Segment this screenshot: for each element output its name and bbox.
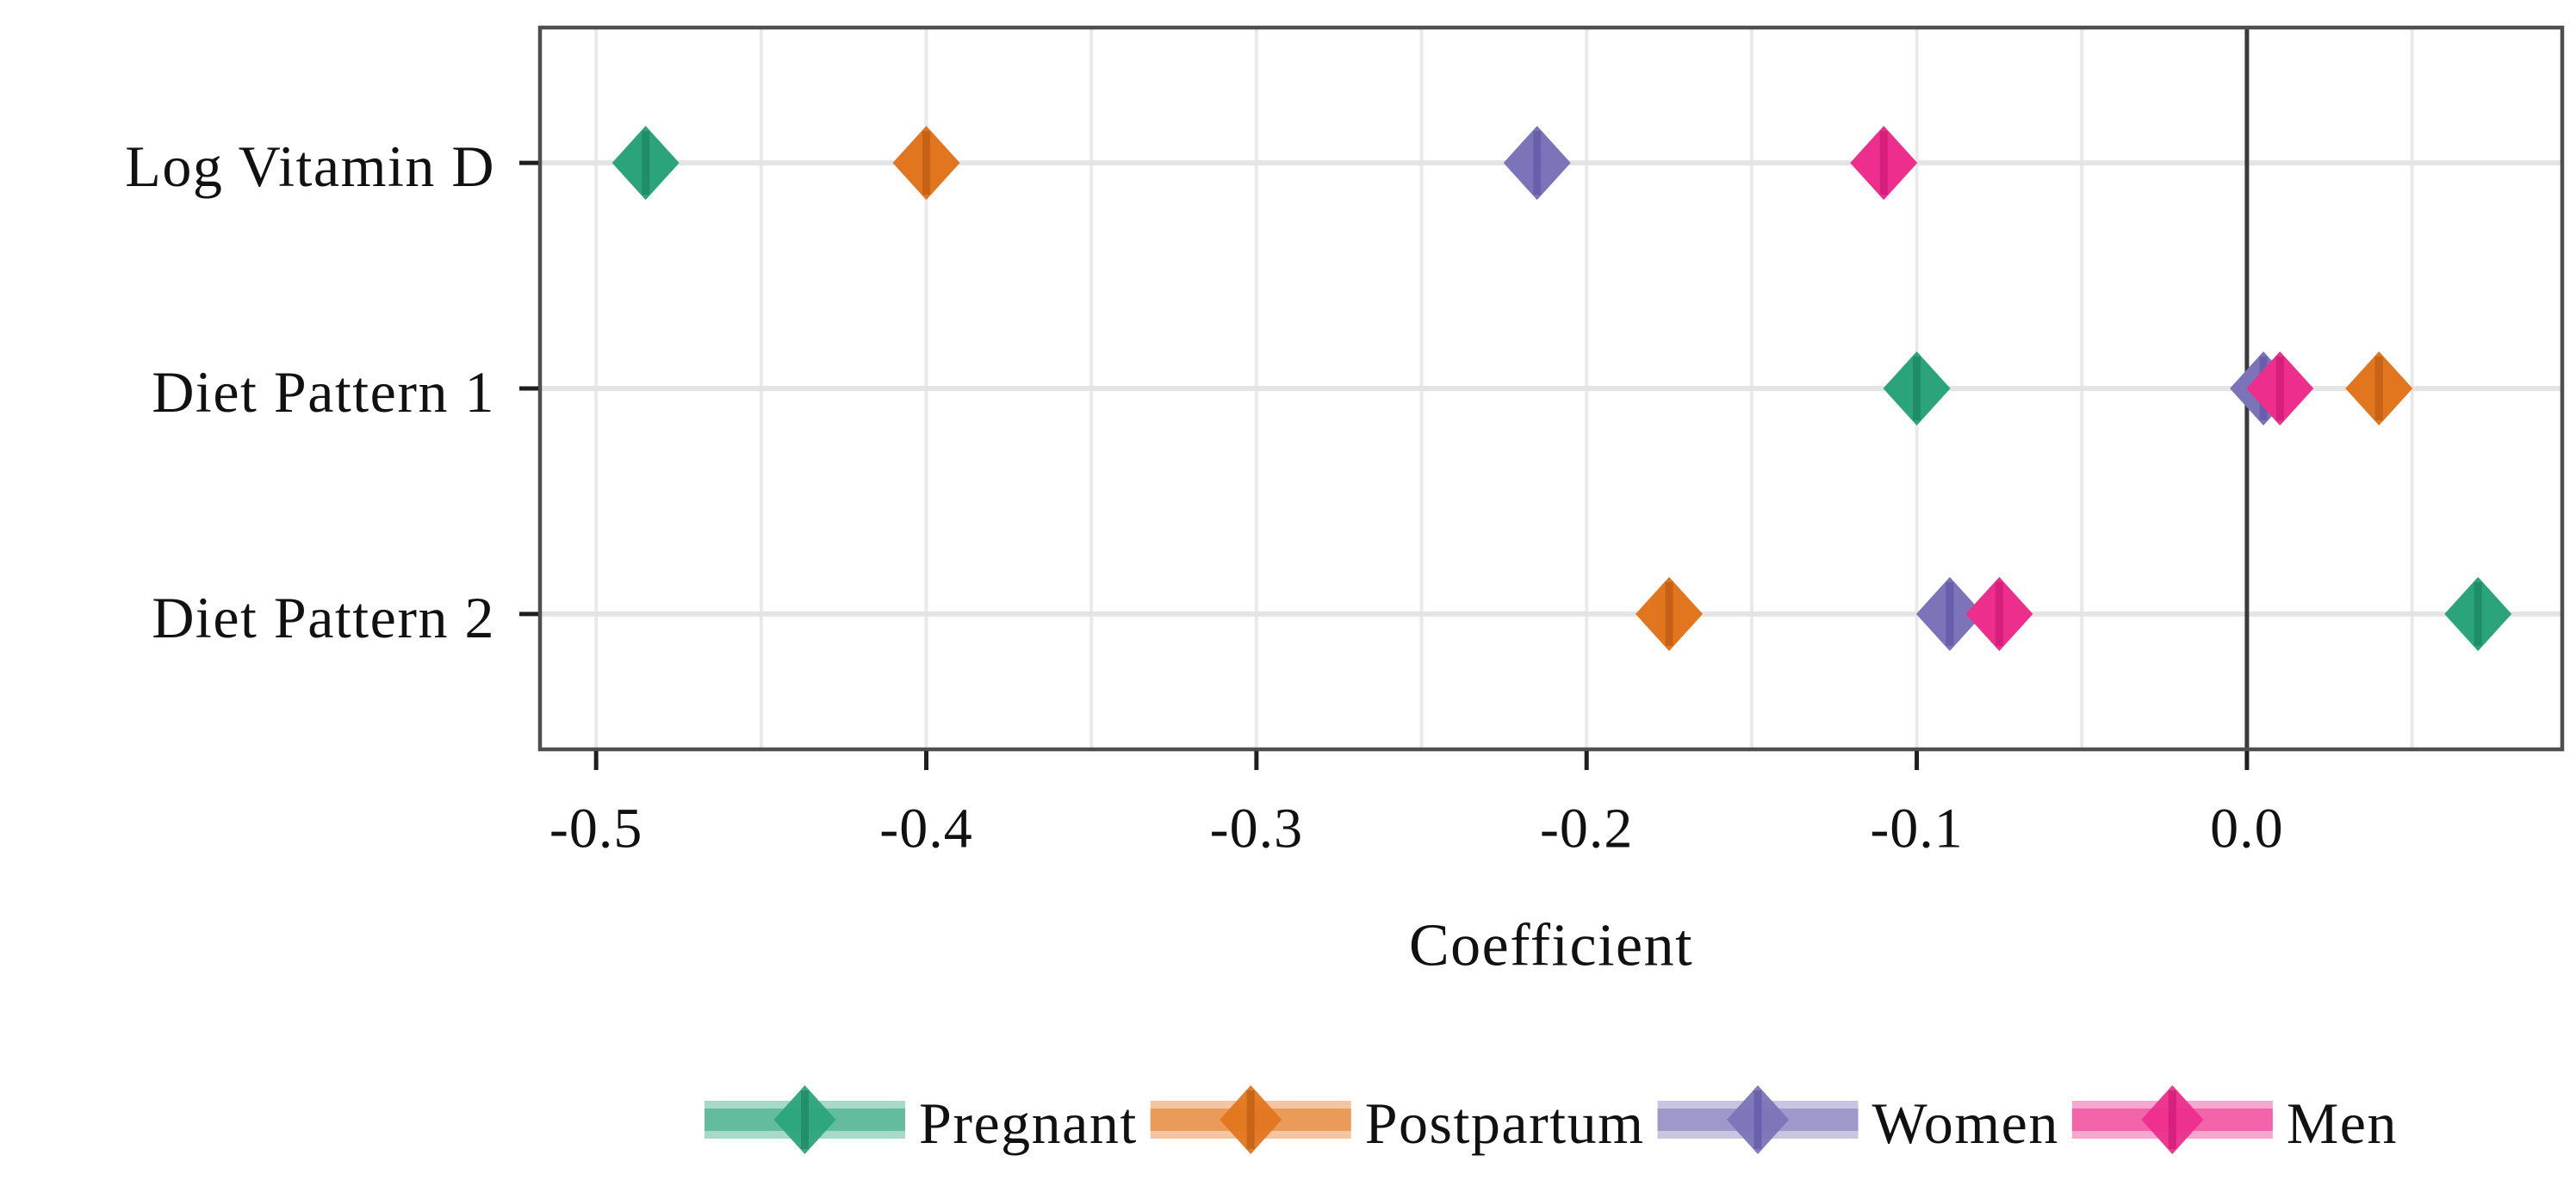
data-point-diamond-pregnant [2444,576,2512,651]
data-point-diamond-pregnant [1883,351,1951,425]
legend-key-diamond-center-line [1246,1090,1255,1149]
data-point-diamond-men [1850,126,1918,201]
data-point-diamond-postpartum [892,126,960,201]
data-point-diamond-men-center-line [2275,357,2284,420]
data-point-diamond-women-center-line [1533,131,1542,196]
legend-key-diamond-center-line [801,1090,810,1149]
legend-item: Men [2071,1085,2398,1156]
legend-label: Postpartum [1365,1090,1645,1156]
legend-key-diamond [2141,1085,2204,1154]
y-category-label: Diet Pattern 1 [152,359,495,425]
legend-key-diamond-center-line [1754,1090,1762,1149]
x-tick-label: 0.0 [2210,798,2284,860]
x-tick-label: -0.5 [549,798,642,860]
data-point-diamond-pregnant-center-line [642,131,650,196]
y-category-label: Diet Pattern 2 [152,585,495,650]
data-point-diamond-women [1915,576,1983,651]
x-tick-label: -0.1 [1870,798,1963,860]
legend-item: Pregnant [705,1085,1138,1156]
legend-label: Men [2287,1090,2398,1156]
legend-item: Postpartum [1150,1085,1645,1156]
data-point-diamond-pregnant [611,126,680,201]
legend-label: Pregnant [919,1090,1138,1156]
legend: Pregnant Postpartum Women Men [705,1085,2398,1156]
legend-key-diamond [773,1085,836,1154]
data-point-diamond-women [1503,126,1571,201]
data-point-diamond-postpartum-center-line [1665,581,1673,646]
data-point-diamond-men-center-line [1995,581,2003,646]
legend-item: Women [1657,1085,2059,1156]
data-points-layer [611,126,2512,651]
legend-label: Women [1872,1090,2059,1156]
data-point-diamond-men-center-line [1879,131,1888,196]
data-point-diamond-men [1965,576,2033,651]
x-axis-title: Coefficient [1409,913,1693,979]
data-point-diamond-women-center-line [1946,581,1954,646]
data-point-diamond-postpartum [1636,576,1704,651]
y-category-label: Log Vitamin D [125,134,495,199]
data-point-diamond-postpartum-center-line [922,131,931,196]
data-point-diamond-postpartum [2345,351,2413,425]
legend-key-diamond [1220,1085,1282,1154]
x-tick-label: -0.4 [879,798,972,860]
data-point-diamond-postpartum-center-line [2374,357,2383,420]
x-tick-label: -0.3 [1210,798,1303,860]
data-point-diamond-men [2246,351,2314,425]
data-point-diamond-pregnant-center-line [1913,357,1921,420]
panel-border [537,25,2565,752]
axis-ticks [519,160,2250,770]
x-tick-label: -0.2 [1540,798,1633,860]
legend-key-diamond-center-line [2168,1090,2176,1149]
data-point-diamond-pregnant-center-line [2474,581,2482,646]
legend-key-diamond [1727,1085,1790,1154]
